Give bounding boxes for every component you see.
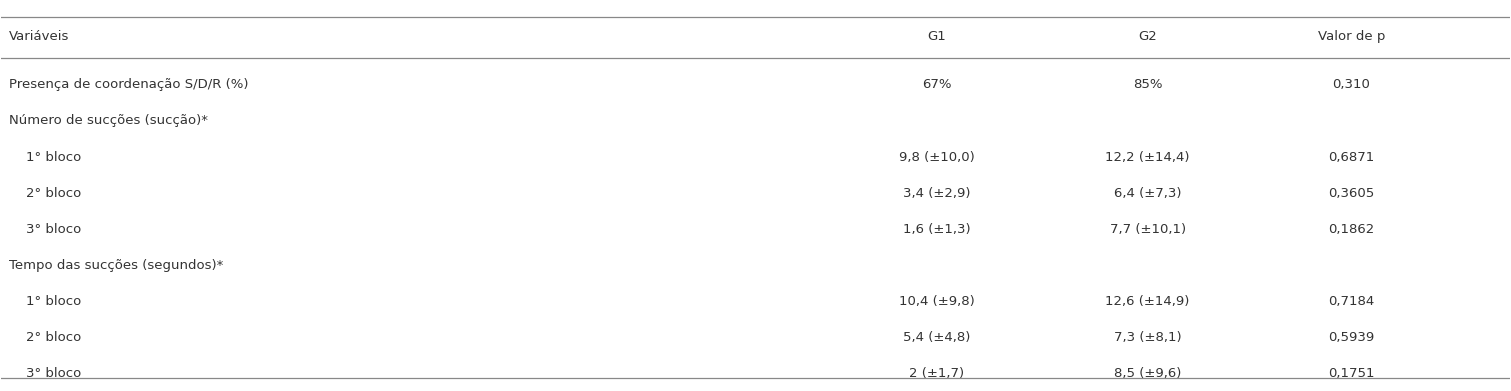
Text: 10,4 (±9,8): 10,4 (±9,8) [899, 295, 975, 308]
Text: Valor de p: Valor de p [1318, 30, 1386, 43]
Text: 0,1751: 0,1751 [1328, 367, 1375, 380]
Text: 2° bloco: 2° bloco [9, 187, 82, 200]
Text: 6,4 (±7,3): 6,4 (±7,3) [1114, 187, 1182, 200]
Text: Número de sucções (sucção)*: Número de sucções (sucção)* [9, 115, 209, 127]
Text: 1,6 (±1,3): 1,6 (±1,3) [902, 223, 970, 236]
Text: 7,3 (±8,1): 7,3 (±8,1) [1114, 331, 1182, 344]
Text: 0,5939: 0,5939 [1328, 331, 1375, 344]
Text: 12,6 (±14,9): 12,6 (±14,9) [1106, 295, 1189, 308]
Text: Variáveis: Variáveis [9, 30, 70, 43]
Text: 9,8 (±10,0): 9,8 (±10,0) [899, 151, 975, 163]
Text: 0,310: 0,310 [1333, 78, 1370, 91]
Text: 12,2 (±14,4): 12,2 (±14,4) [1106, 151, 1189, 163]
Text: 1° bloco: 1° bloco [9, 151, 82, 163]
Text: 8,5 (±9,6): 8,5 (±9,6) [1114, 367, 1182, 380]
Text: 3,4 (±2,9): 3,4 (±2,9) [902, 187, 970, 200]
Text: 67%: 67% [922, 78, 952, 91]
Text: 3° bloco: 3° bloco [9, 367, 82, 380]
Text: 0,1862: 0,1862 [1328, 223, 1375, 236]
Text: Tempo das sucções (segundos)*: Tempo das sucções (segundos)* [9, 259, 224, 272]
Text: G2: G2 [1138, 30, 1157, 43]
Text: G1: G1 [928, 30, 946, 43]
Text: Presença de coordenação S/D/R (%): Presença de coordenação S/D/R (%) [9, 78, 248, 91]
Text: 5,4 (±4,8): 5,4 (±4,8) [902, 331, 970, 344]
Text: 2° bloco: 2° bloco [9, 331, 82, 344]
Text: 85%: 85% [1133, 78, 1162, 91]
Text: 3° bloco: 3° bloco [9, 223, 82, 236]
Text: 0,6871: 0,6871 [1328, 151, 1375, 163]
Text: 7,7 (±10,1): 7,7 (±10,1) [1109, 223, 1186, 236]
Text: 1° bloco: 1° bloco [9, 295, 82, 308]
Text: 0,7184: 0,7184 [1328, 295, 1375, 308]
Text: 0,3605: 0,3605 [1328, 187, 1375, 200]
Text: 2 (±1,7): 2 (±1,7) [910, 367, 964, 380]
